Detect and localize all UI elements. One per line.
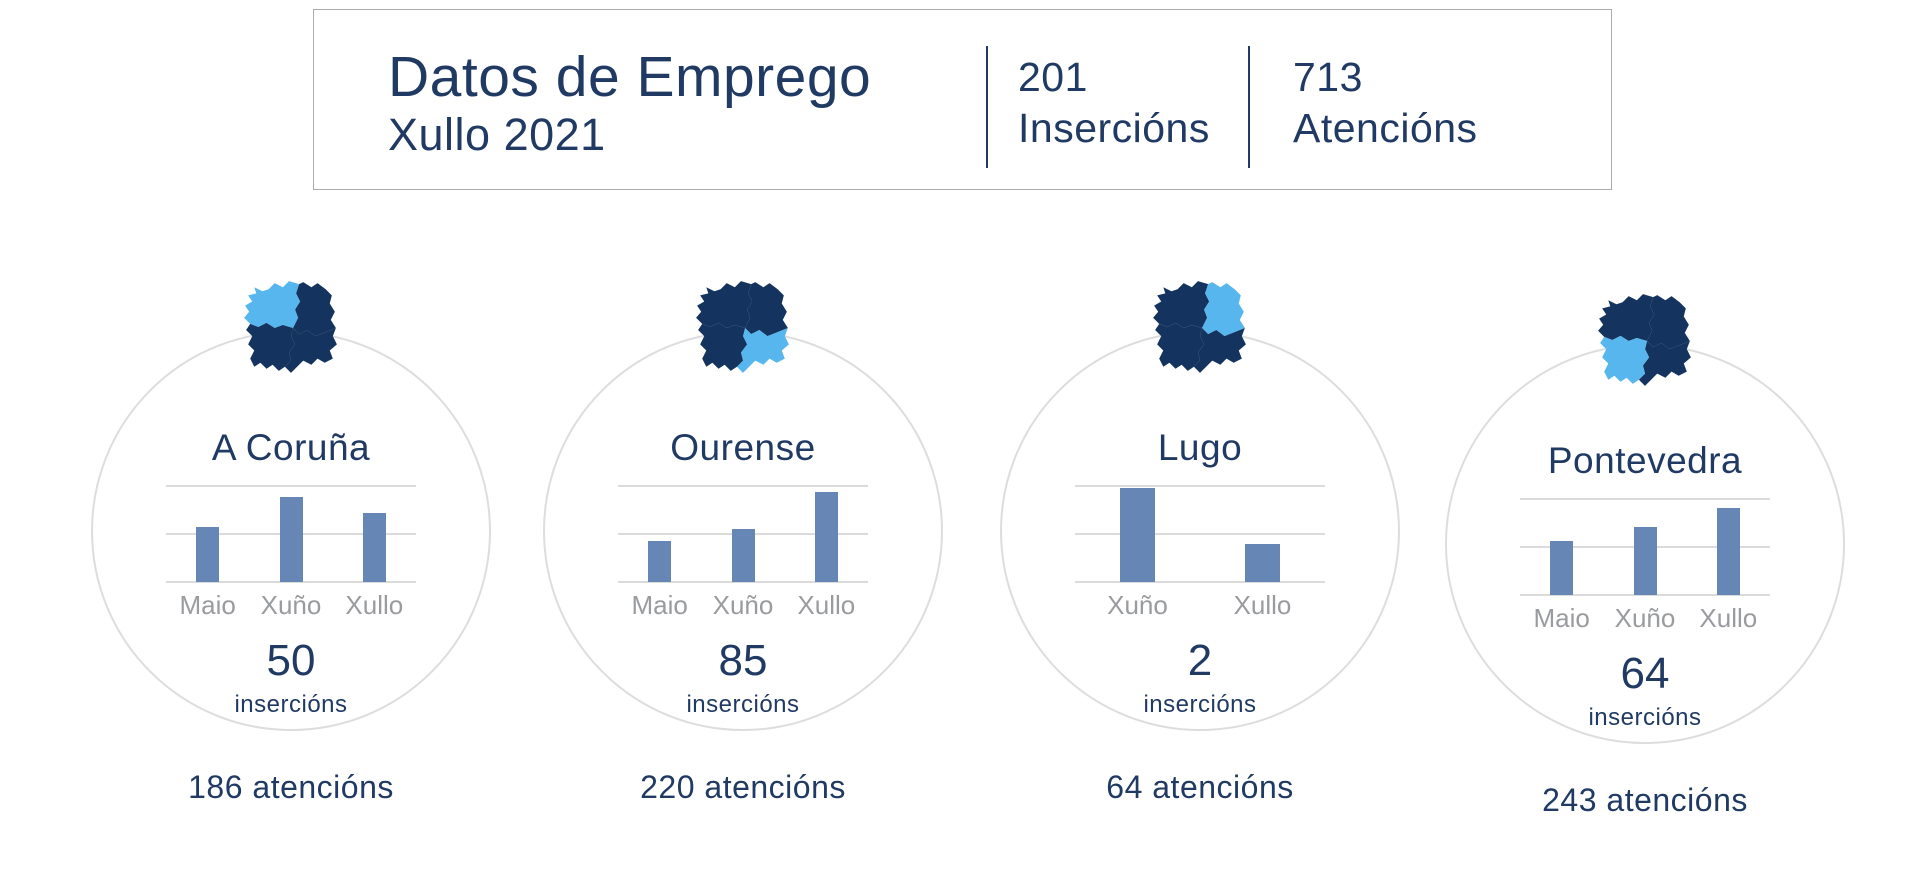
month-label: Maio xyxy=(631,590,688,620)
insertions-label: insercións xyxy=(686,691,800,718)
bar-maio xyxy=(648,541,672,582)
region-coruna xyxy=(696,281,753,329)
chart-gridline xyxy=(1075,533,1325,535)
total-insertions-value: 201 xyxy=(1018,53,1088,100)
insertions-bar-chart: Maio Xuño Xullo xyxy=(1520,498,1770,633)
insertions-value: 50 xyxy=(266,636,316,685)
header-divider xyxy=(1248,46,1250,168)
province-card-pontevedra: Pontevedra Maio Xuño Xullo 64 insercións 2… xyxy=(1445,294,1845,818)
insertions-bar-chart: Maio Xuño Xullo xyxy=(618,485,868,620)
total-attentions-value: 713 xyxy=(1293,53,1363,100)
chart-gridline xyxy=(1520,498,1770,500)
month-label: Xuño xyxy=(1107,590,1168,620)
month-label: Xullo xyxy=(1699,603,1758,633)
insertions-label: insercións xyxy=(1588,704,1702,731)
page-subtitle: Xullo 2021 xyxy=(388,108,606,160)
region-pontevedra xyxy=(1155,322,1205,371)
region-ourense xyxy=(1638,341,1691,386)
bar-xullo xyxy=(1716,508,1740,595)
province-card-ourense: Ourense Maio Xuño Xullo 85 insercións 220 … xyxy=(543,281,943,805)
region-lugo xyxy=(293,282,336,337)
month-label: Xuño xyxy=(260,590,322,620)
total-insertions-label: Insercións xyxy=(1018,105,1210,152)
attentions-caption: 64 atencións xyxy=(1106,769,1294,805)
region-coruna xyxy=(1598,294,1655,342)
region-pontevedra xyxy=(246,322,296,371)
month-label: Xullo xyxy=(797,590,856,620)
month-label: Xuño xyxy=(1614,603,1676,633)
bar-maio xyxy=(1550,541,1574,595)
insertions-value: 85 xyxy=(718,636,768,685)
header-title-block: Datos de Emprego Xullo 2021 xyxy=(388,44,872,160)
bar-xuño xyxy=(1120,488,1155,582)
total-attentions-stat: 713 Atencións xyxy=(1293,52,1478,155)
region-lugo xyxy=(1202,282,1245,337)
galicia-map-icon xyxy=(696,281,789,373)
month-label: Maio xyxy=(1533,603,1590,633)
galicia-map-icon xyxy=(244,281,337,373)
chart-gridline xyxy=(1075,581,1325,583)
galicia-map-icon xyxy=(1153,281,1246,373)
chart-gridline xyxy=(166,581,416,583)
insertions-label: insercións xyxy=(1143,691,1257,718)
bar-xullo xyxy=(814,492,838,582)
region-ourense xyxy=(736,328,789,373)
province-name: Pontevedra xyxy=(1547,440,1743,481)
insertions-bar-chart: Xuño Xullo xyxy=(1075,485,1325,620)
province-name: Ourense xyxy=(670,427,816,468)
total-insertions-stat: 201 Insercións xyxy=(1018,52,1210,155)
region-ourense xyxy=(1193,328,1246,373)
chart-gridline xyxy=(618,485,868,487)
month-label: Xuño xyxy=(712,590,774,620)
insertions-value: 64 xyxy=(1620,649,1670,698)
total-attentions-label: Atencións xyxy=(1293,105,1478,152)
galicia-map-icon xyxy=(1598,294,1691,386)
month-label: Xullo xyxy=(1233,590,1292,620)
header-divider xyxy=(986,46,988,168)
province-name: A Coruña xyxy=(211,427,371,468)
bar-xullo xyxy=(1245,544,1280,582)
province-name: Lugo xyxy=(1157,427,1243,468)
attentions-caption: 220 atencións xyxy=(640,769,846,805)
chart-gridline xyxy=(1520,594,1770,596)
region-ourense xyxy=(284,328,337,373)
bar-xullo xyxy=(362,513,386,582)
header-box: Datos de Emprego Xullo 2021 201 Inserció… xyxy=(313,9,1612,190)
insertions-value: 2 xyxy=(1187,636,1213,685)
chart-gridline xyxy=(166,485,416,487)
page-title: Datos de Emprego xyxy=(388,44,872,109)
region-coruna xyxy=(244,281,301,329)
region-pontevedra xyxy=(698,322,748,371)
insertions-label: insercións xyxy=(234,691,348,718)
province-card-lugo: Lugo Xuño Xullo 2 insercións 64 atencións xyxy=(1000,281,1400,805)
province-card-a-coruna: A Coruña Maio Xuño Xullo 50 insercións 186… xyxy=(91,281,491,805)
chart-gridline xyxy=(618,581,868,583)
bar-xuño xyxy=(1633,527,1657,595)
region-coruna xyxy=(1153,281,1210,329)
month-label: Xullo xyxy=(345,590,404,620)
bar-maio xyxy=(196,527,220,582)
attentions-caption: 243 atencións xyxy=(1542,782,1748,818)
attentions-caption: 186 atencións xyxy=(188,769,394,805)
chart-gridline xyxy=(1075,485,1325,487)
month-label: Maio xyxy=(179,590,236,620)
region-pontevedra xyxy=(1600,335,1650,384)
insertions-bar-chart: Maio Xuño Xullo xyxy=(166,485,416,620)
region-lugo xyxy=(745,282,788,337)
region-lugo xyxy=(1647,295,1690,350)
bar-xuño xyxy=(731,529,755,582)
bar-xuño xyxy=(279,497,303,582)
